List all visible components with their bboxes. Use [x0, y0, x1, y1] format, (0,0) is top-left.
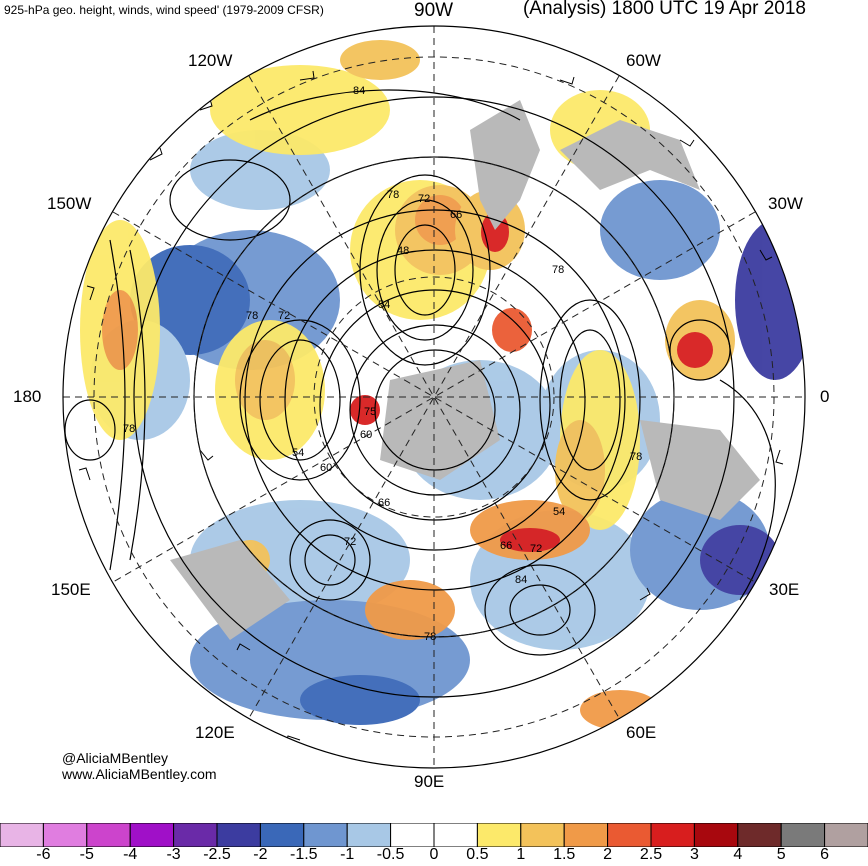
colorbar-tick-label: -1.5: [290, 846, 318, 863]
lon-label-60w: 60W: [626, 51, 661, 70]
colorbar-swatch: [303, 823, 348, 847]
colorbar-swatch: [390, 823, 435, 847]
colorbar-swatch: [42, 823, 88, 847]
colorbar-tick-label: 4: [733, 846, 743, 863]
contour-label: 78: [424, 631, 436, 643]
colorbar-tick-label: 2: [603, 846, 613, 863]
contour-label: 84: [353, 85, 365, 97]
lon-label-90e: 90E: [414, 772, 445, 791]
contour-label: 54: [553, 506, 565, 518]
lon-label-30w: 30W: [768, 194, 803, 213]
colorbar-swatch: [259, 823, 305, 847]
colorbar-swatch: [173, 823, 218, 847]
colorbar-tick-label: 2.5: [639, 846, 663, 863]
colorbar-tick-label: 3: [689, 846, 699, 863]
colorbar-swatch: [86, 823, 131, 847]
contour-label: 66: [450, 209, 462, 221]
colorbar-swatch: [129, 823, 175, 847]
colorbar-swatch: [737, 823, 782, 847]
contour-label: 78: [387, 189, 399, 201]
colorbar-tick-label: -5: [79, 846, 94, 863]
lat-lon-grid: [63, 26, 805, 768]
lon-label-30e: 30E: [769, 580, 800, 599]
contour-label: 72: [278, 310, 290, 322]
credit-website: www.AliciaMBentley.com: [62, 766, 217, 782]
map-title-right: (Analysis) 1800 UTC 19 Apr 2018: [522, 0, 806, 19]
contour-label: 78: [552, 264, 564, 276]
colorbar-swatch: [433, 823, 478, 847]
colorbar-tick-label: -1: [340, 846, 355, 863]
colorbar-tick-labels: -6 -5 -4 -3 -2.5 -2 -1.5 -1 -0.5 0 0.5 1 1.5 2 2.5 3 4 5 6: [0, 846, 868, 866]
colorbar-swatch: [650, 823, 695, 847]
contour-label: 78: [246, 310, 258, 322]
colorbar-swatch: [693, 823, 739, 847]
colorbar-swatch: [520, 823, 565, 847]
contour-label: 84: [515, 574, 527, 586]
colorbar-tick-label: -6: [36, 846, 51, 863]
lon-label-150w: 150W: [47, 194, 92, 213]
credit-handle: @AliciaMBentley: [62, 750, 169, 766]
colorbar: [0, 823, 868, 847]
contour-label: 75: [364, 406, 376, 418]
lon-label-150e: 150E: [51, 580, 91, 599]
contour-label: 54: [378, 299, 390, 311]
contour-labels: 84 78 72 66 48 54 78 72 78 78 54 60 66 7…: [123, 85, 642, 643]
colorbar-tick-label: 0: [429, 846, 439, 863]
colorbar-tick-label: -3: [166, 846, 181, 863]
lon-label-90w: 90W: [414, 0, 454, 21]
colorbar-tick-label: -2.5: [203, 846, 231, 863]
colorbar-tick-label: 6: [820, 846, 830, 863]
colorbar-tick-label: 1.5: [553, 846, 576, 863]
contour-label: 54: [292, 447, 304, 459]
colorbar-tick-label: 1: [516, 846, 526, 863]
polar-map: 84 78 72 66 48 54 78 72 78 78 54 60 66 7…: [62, 25, 806, 769]
lon-label-0: 0: [820, 387, 830, 406]
colorbar-swatch: [0, 823, 44, 847]
lon-label-180: 180: [13, 387, 42, 406]
greenland-land: [170, 100, 760, 640]
lon-label-120w: 120W: [188, 51, 233, 70]
colorbar-swatch: [780, 823, 826, 847]
colorbar-tick-label: 5: [776, 846, 786, 863]
colorbar-swatch: [216, 823, 261, 847]
colorbar-tick-label: -0.5: [376, 846, 405, 863]
contour-label: 72: [418, 193, 430, 205]
contour-label: 60: [360, 429, 372, 441]
contour-label: 72: [530, 543, 542, 555]
contour-label: 66: [500, 540, 512, 552]
contour-label: 78: [630, 451, 642, 463]
colorbar-tick-label: -4: [123, 846, 138, 863]
lon-label-60e: 60E: [626, 723, 657, 742]
colorbar-swatch: [824, 823, 868, 847]
map-border: [62, 25, 806, 769]
contour-label: 78: [123, 423, 135, 435]
lon-label-120e: 120E: [195, 723, 235, 742]
colorbar-swatch: [563, 823, 609, 847]
colorbar-tick-label: 0.5: [466, 846, 489, 863]
map-title-left: 925-hPa geo. height, winds, wind speed' …: [4, 3, 324, 17]
contour-label: 60: [320, 462, 332, 474]
colorbar-swatch: [607, 823, 652, 847]
contour-label: 66: [378, 497, 390, 509]
contour-label: 72: [344, 536, 356, 548]
contour-label: 48: [397, 245, 409, 257]
colorbar-swatch: [346, 823, 392, 847]
colorbar-tick-label: -2: [253, 846, 268, 863]
colorbar-swatch: [476, 823, 522, 847]
